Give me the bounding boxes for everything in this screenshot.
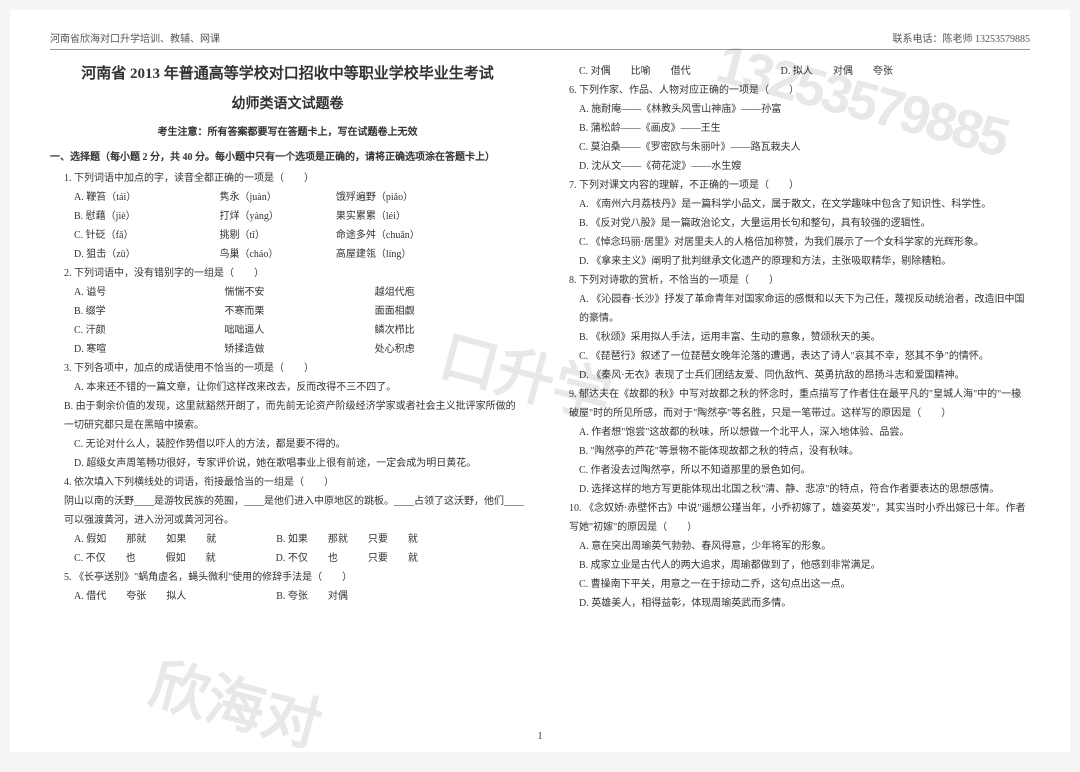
q3-stem: 3. 下列各项中，加点的成语使用不恰当的一项是（ ） [64, 359, 525, 378]
q6-opt-b: B. 蒲松龄——《画皮》——王生 [579, 119, 1030, 138]
q10-opt-b: B. 成家立业是古代人的两大追求，周瑜都做到了，他感到非常满足。 [579, 556, 1030, 575]
q2-c-2: 咄咄逼人 [224, 321, 374, 340]
watermark-text-3: 欣海对 [142, 637, 332, 763]
q4-opts-ab: A. 假如 那就 如果 就 B. 如果 那就 只要 就 [74, 530, 525, 549]
q6-stem: 6. 下列作家、作品、人物对应正确的一项是（ ） [569, 81, 1030, 100]
q2-d-1: D. 寒喧 [74, 340, 224, 359]
q2-row-b: B. 缀学 不寒而栗 面面相觑 [74, 302, 525, 321]
q1-stem: 1. 下列词语中加点的字，读音全都正确的一项是（ ） [64, 169, 525, 188]
q6-opt-c: C. 莫泊桑——《罗密欧与朱丽叶》——路瓦栽夫人 [579, 138, 1030, 157]
q8-opt-d: D. 《秦风·无衣》表现了士兵们团结友爱、同仇敌忾、英勇抗敌的昂扬斗志和爱国精神… [579, 366, 1030, 385]
q1-a-3: 饿殍遍野（piǎo） [336, 188, 525, 207]
q4-opts-cd: C. 不仅 也 假如 就 D. 不仅 也 只要 就 [74, 549, 525, 568]
q8-opt-b: B. 《秋颂》采用拟人手法，运用丰富、生动的意象，赞颂秋天的美。 [579, 328, 1030, 347]
q5-opts-ab: A. 借代 夸张 拟人 B. 夸张 对偶 [74, 587, 525, 606]
q7-opt-d: D. 《拿来主义》阐明了批判继承文化遗产的原理和方法，主张吸取精华，剔除糟粕。 [579, 252, 1030, 271]
q1-a-2: 隽永（juàn） [219, 188, 335, 207]
q1-a-1: A. 鞭笞（tái） [74, 188, 219, 207]
q9-opt-b: B. "陶然亭的芦花"等景物不能体现故都之秋的特点，没有秋味。 [579, 442, 1030, 461]
q4-para: 阴山以南的沃野____是游牧民族的苑囿，____是他们进入中原地区的跳板。___… [64, 492, 525, 530]
q3-opt-a: A. 本来还不错的一篇文章，让你们这样改来改去，反而改得不三不四了。 [74, 378, 525, 397]
q1-c-3: 命途多舛（chuǎn） [336, 226, 525, 245]
q3-opt-d: D. 超级女声周笔畅功很好，专家评价说，她在歌唱事业上很有前途，一定会成为明日黄… [74, 454, 525, 473]
left-column: 河南省 2013 年普通高等学校对口招收中等职业学校毕业生考试 幼师类语文试题卷… [50, 62, 525, 613]
q2-b-1: B. 缀学 [74, 302, 224, 321]
q2-c-1: C. 汗颜 [74, 321, 224, 340]
q8-opt-a: A. 《沁园春·长沙》抒发了革命青年对国家命运的感慨和以天下为己任，蔑视反动统治… [579, 290, 1030, 328]
q2-row-d: D. 寒喧 矫揉造做 处心积虑 [74, 340, 525, 359]
q1-row-a: A. 鞭笞（tái） 隽永（juàn） 饿殍遍野（piǎo） [74, 188, 525, 207]
q3-opt-b: B. 由于剩余价值的发现，这里就豁然开朗了，而先前无论资产阶级经济学家或者社会主… [64, 397, 525, 435]
page-number: 1 [538, 731, 543, 742]
header-left: 河南省欣海对口升学培训、教辅、网课 [50, 30, 220, 45]
section-1-head: 一、选择题（每小题 2 分，共 40 分。每小题中只有一个选项是正确的，请将正确… [50, 148, 525, 163]
right-column: C. 对偶 比喻 借代 D. 拟人 对偶 夸张 6. 下列作家、作品、人物对应正… [555, 62, 1030, 613]
content-columns: 河南省 2013 年普通高等学校对口招收中等职业学校毕业生考试 幼师类语文试题卷… [50, 62, 1030, 613]
q1-d-2: 鸟巢（cháo） [219, 245, 335, 264]
exam-title: 河南省 2013 年普通高等学校对口招收中等职业学校毕业生考试 [50, 62, 525, 83]
exam-subtitle: 幼师类语文试题卷 [50, 93, 525, 113]
q10-opt-d: D. 英雄美人，相得益彰，体现周瑜英武而多情。 [579, 594, 1030, 613]
q1-c-1: C. 针砭（fǎ） [74, 226, 219, 245]
q2-row-c: C. 汗颜 咄咄逼人 鳞次栉比 [74, 321, 525, 340]
q1-b-1: B. 慰藉（jiè） [74, 207, 219, 226]
q7-opt-b: B. 《反对党八股》是一篇政治论文，大量运用长句和整句，具有较强的逻辑性。 [579, 214, 1030, 233]
document-page: 13253579885 口升学 欣海对 河南省欣海对口升学培训、教辅、网课 联系… [10, 10, 1070, 752]
exam-notice: 考生注意：所有答案都要写在答题卡上，写在试题卷上无效 [50, 123, 525, 138]
q9-opt-a: A. 作者想"饱尝"这故都的秋味，所以想做一个北平人，深入地体验、品尝。 [579, 423, 1030, 442]
q9-opt-c: C. 作者没去过陶然亭，所以不知道那里的景色如何。 [579, 461, 1030, 480]
q2-b-3: 面面相觑 [375, 302, 525, 321]
q2-d-3: 处心积虑 [375, 340, 525, 359]
q1-row-d: D. 狙击（zǔ） 鸟巢（cháo） 高屋建瓴（líng） [74, 245, 525, 264]
q10-stem: 10. 《念奴娇·赤壁怀古》中说"遥想公瑾当年，小乔初嫁了，雄姿英发"，其实当时… [569, 499, 1030, 537]
q4-stem: 4. 依次填入下列横线处的词语，衔接最恰当的一组是（ ） [64, 473, 525, 492]
header-right: 联系电话：陈老师 13253579885 [893, 30, 1031, 45]
q7-opt-c: C. 《悼念玛丽·居里》对居里夫人的人格倍加称赞，为我们展示了一个女科学家的光辉… [579, 233, 1030, 252]
q6-opt-d: D. 沈从文——《荷花淀》——水生嫂 [579, 157, 1030, 176]
q1-row-b: B. 慰藉（jiè） 打烊（yàng） 果实累累（léi） [74, 207, 525, 226]
q5-stem: 5. 《长亭送别》"蜗角虚名，蝇头微利"使用的修辞手法是（ ） [64, 568, 525, 587]
q2-d-2: 矫揉造做 [224, 340, 374, 359]
q10-opt-c: C. 曹操南下平关，用意之一在于掠动二乔，这句点出这一点。 [579, 575, 1030, 594]
q8-opt-c: C. 《琵琶行》叙述了一位琵琶女晚年沦落的遭遇，表达了诗人"哀其不幸，怒其不争"… [579, 347, 1030, 366]
q2-a-1: A. 谥号 [74, 283, 224, 302]
q8-stem: 8. 下列对诗歌的赏析，不恰当的一项是（ ） [569, 271, 1030, 290]
q2-c-3: 鳞次栉比 [375, 321, 525, 340]
q10-opt-a: A. 意在突出周瑜英气勃勃、春风得意，少年将军的形象。 [579, 537, 1030, 556]
q7-opt-a: A. 《南州六月荔枝丹》是一篇科学小品文，属于散文，在文学趣味中包含了知识性、科… [579, 195, 1030, 214]
page-header: 河南省欣海对口升学培训、教辅、网课 联系电话：陈老师 13253579885 [50, 30, 1030, 50]
q2-a-2: 惴惴不安 [224, 283, 374, 302]
q6-opt-a: A. 施耐庵——《林教头风雪山神庙》——孙富 [579, 100, 1030, 119]
q1-b-2: 打烊（yàng） [219, 207, 335, 226]
q7-stem: 7. 下列对课文内容的理解，不正确的一项是（ ） [569, 176, 1030, 195]
q2-a-3: 越俎代庖 [375, 283, 525, 302]
q2-b-2: 不寒而栗 [224, 302, 374, 321]
q9-opt-d: D. 选择这样的地方写更能体现出北国之秋"清、静、悲凉"的特点，符合作者要表达的… [579, 480, 1030, 499]
q3-opt-c: C. 无论对什么人，装腔作势借以吓人的方法，都是要不得的。 [74, 435, 525, 454]
q1-row-c: C. 针砭（fǎ） 挑剔（tī） 命途多舛（chuǎn） [74, 226, 525, 245]
q2-row-a: A. 谥号 惴惴不安 越俎代庖 [74, 283, 525, 302]
q5-opts-cd: C. 对偶 比喻 借代 D. 拟人 对偶 夸张 [579, 62, 1030, 81]
q9-stem: 9. 郁达夫在《故都的秋》中写对故都之秋的怀念时，重点描写了作者住在最平凡的"皇… [569, 385, 1030, 423]
q1-d-1: D. 狙击（zǔ） [74, 245, 219, 264]
q2-stem: 2. 下列词语中，没有错别字的一组是（ ） [64, 264, 525, 283]
q1-c-2: 挑剔（tī） [219, 226, 335, 245]
q1-b-3: 果实累累（léi） [336, 207, 525, 226]
q1-d-3: 高屋建瓴（líng） [336, 245, 525, 264]
